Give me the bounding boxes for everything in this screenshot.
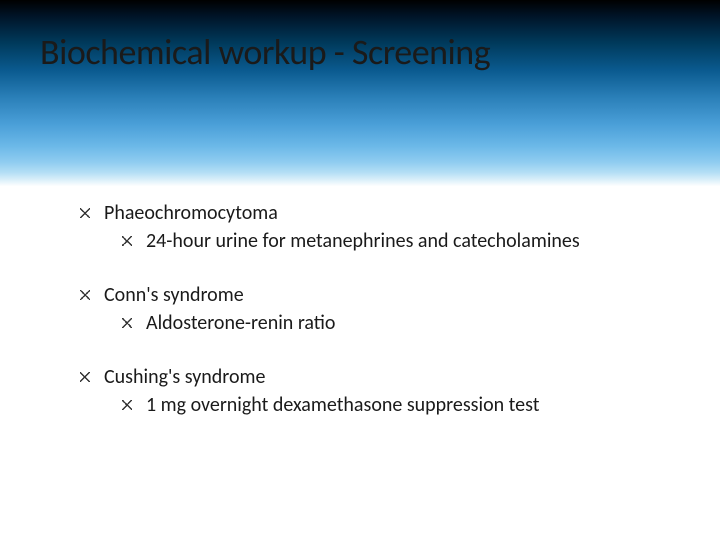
list-subitem: Aldosterone-renin ratio (122, 310, 680, 336)
list-item: Cushing's syndrome 1 mg overnight dexame… (80, 364, 680, 418)
list-item-label: Cushing's syndrome (104, 364, 680, 390)
list-subitem-label: Aldosterone-renin ratio (146, 310, 680, 336)
list-item: Conn's syndrome Aldosterone-renin ratio (80, 282, 680, 336)
list-subitem: 24-hour urine for metanephrines and cate… (122, 228, 680, 254)
slide-content: Phaeochromocytoma 24-hour urine for meta… (80, 200, 680, 446)
list-item-label: Conn's syndrome (104, 282, 680, 308)
list-item: Phaeochromocytoma 24-hour urine for meta… (80, 200, 680, 254)
list-subitem: 1 mg overnight dexamethasone suppression… (122, 392, 680, 418)
slide-title: Biochemical workup - Screening (40, 30, 680, 74)
list-subitem-label: 24-hour urine for metanephrines and cate… (146, 228, 680, 254)
list-subitem-label: 1 mg overnight dexamethasone suppression… (146, 392, 680, 418)
list-item-label: Phaeochromocytoma (104, 200, 680, 226)
